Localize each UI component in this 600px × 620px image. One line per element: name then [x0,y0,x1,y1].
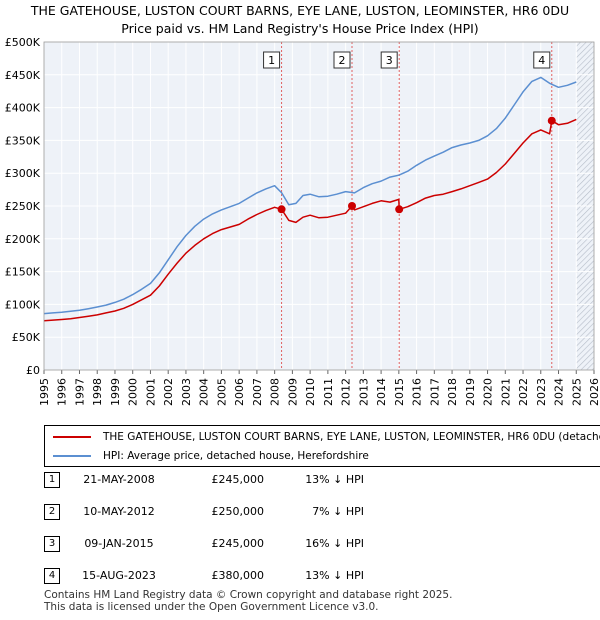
x-tick-label: 2001 [144,378,157,406]
x-tick-label: 2022 [517,378,530,406]
sale-date: 09-JAN-2015 [84,537,154,550]
x-tick-label: 2023 [535,378,548,406]
x-tick-label: 2016 [411,378,424,406]
sale-point [277,205,286,214]
legend-label-hpi: HPI: Average price, detached house, Here… [103,450,369,462]
x-tick-label: 2003 [180,378,193,406]
sale-number-badge: 1 [44,472,60,488]
x-tick-label: 1996 [56,378,69,406]
sale-label-number: 3 [386,54,393,67]
property-price-line [43,118,577,322]
y-tick-label: £100K [5,298,41,311]
x-tick-label: 2005 [215,378,228,406]
x-tick-label: 2026 [588,378,600,406]
x-tick-label: 2021 [499,378,512,406]
legend-item-property: THE GATEHOUSE, LUSTON COURT BARNS, EYE L… [53,428,600,446]
sale-number-badge: 4 [44,568,60,584]
footer-licence: This data is licensed under the Open Gov… [44,601,379,613]
legend-item-hpi: HPI: Average price, detached house, Here… [53,447,369,465]
sale-label-number: 2 [339,54,346,67]
price-chart: £0 £50K £100K £150K £200K £250K £300K £350K £400… [5,36,600,406]
sale-hpi-diff: 7% ↓ HPI [312,505,364,518]
x-tick-label: 2024 [553,378,566,406]
legend-swatch-property [53,436,91,438]
x-tick-label: 1998 [91,378,104,406]
sale-label-box [380,51,398,69]
chart-subtitle: Price paid vs. HM Land Registry's House … [121,21,479,36]
sale-label-box [263,51,281,69]
sale-point [348,202,356,210]
x-tick-label: 1995 [38,378,51,406]
x-tick-label: 2013 [357,378,370,406]
sale-price: £245,000 [211,537,265,550]
x-tick-label: 2018 [446,378,459,406]
x-tick-label: 2002 [162,378,175,406]
sale-date: 10-MAY-2012 [83,505,155,518]
chart-legend: THE GATEHOUSE, LUSTON COURT BARNS, EYE L… [44,425,600,467]
sale-row: 4 15-AUG-2023 £380,000 13% ↓ HPI [44,568,584,588]
x-tick-label: 2009 [286,378,299,406]
y-tick-label: £50K [12,331,41,344]
y-tick-label: £200K [5,233,41,246]
x-tick-label: 2012 [340,378,353,406]
x-tick-label: 2011 [322,378,335,406]
y-tick-label: £450K [5,69,41,82]
sale-row: 3 09-JAN-2015 £245,000 16% ↓ HPI [44,536,584,556]
sale-hpi-diff: 13% ↓ HPI [305,569,364,582]
x-tick-label: 2019 [464,378,477,406]
x-tick-label: 2014 [375,378,388,406]
plot-border [43,41,595,371]
sale-label-box [533,51,551,69]
sale-row: 2 10-MAY-2012 £250,000 7% ↓ HPI [44,504,584,524]
y-tick-label: £150K [5,266,41,279]
x-tick-label: 2004 [198,378,211,406]
footer-copyright: Contains HM Land Registry data © Crown c… [44,589,453,601]
y-tick-label: £300K [5,167,41,180]
footer: Contains HM Land Registry data © Crown c… [44,589,452,613]
y-tick-label: £250K [5,200,41,213]
x-tick-label: 2010 [304,378,317,406]
sale-point [547,116,556,125]
sale-hpi-diff: 16% ↓ HPI [305,537,364,550]
y-tick-label: £350K [5,134,41,147]
sale-label-number: 4 [538,54,545,67]
y-tick-label: £500K [5,36,41,49]
sale-row: 1 21-MAY-2008 £245,000 13% ↓ HPI [44,472,584,492]
y-tick-label: £400K [5,102,41,115]
sale-number-badge: 3 [44,536,60,552]
sale-label-box [333,51,351,69]
x-tick-label: 2025 [570,378,583,406]
sale-point [395,205,404,214]
sale-number-badge: 2 [44,504,60,520]
sale-price: £380,000 [211,569,265,582]
sale-hpi-diff: 13% ↓ HPI [305,473,364,486]
hpi-line [43,76,577,315]
legend-swatch-hpi [53,455,91,457]
x-tick-label: 2017 [428,378,441,406]
sale-date: 15-AUG-2023 [82,569,156,582]
chart-title: THE GATEHOUSE, LUSTON COURT BARNS, EYE L… [30,3,570,18]
x-tick-label: 1999 [109,378,122,406]
x-tick-label: 2006 [233,378,246,406]
sale-label-number: 1 [268,54,275,67]
sale-price: £245,000 [211,473,265,486]
x-tick-label: 2020 [482,378,495,406]
sale-date: 21-MAY-2008 [83,473,155,486]
y-tick-label: £0 [26,364,40,377]
legend-label-property: THE GATEHOUSE, LUSTON COURT BARNS, EYE L… [103,431,600,443]
x-tick-label: 2015 [393,378,406,406]
x-tick-label: 1997 [73,378,86,406]
x-tick-label: 2000 [127,378,140,406]
x-tick-label: 2007 [251,378,264,406]
sale-price: £250,000 [211,505,265,518]
x-tick-label: 2008 [269,378,282,406]
